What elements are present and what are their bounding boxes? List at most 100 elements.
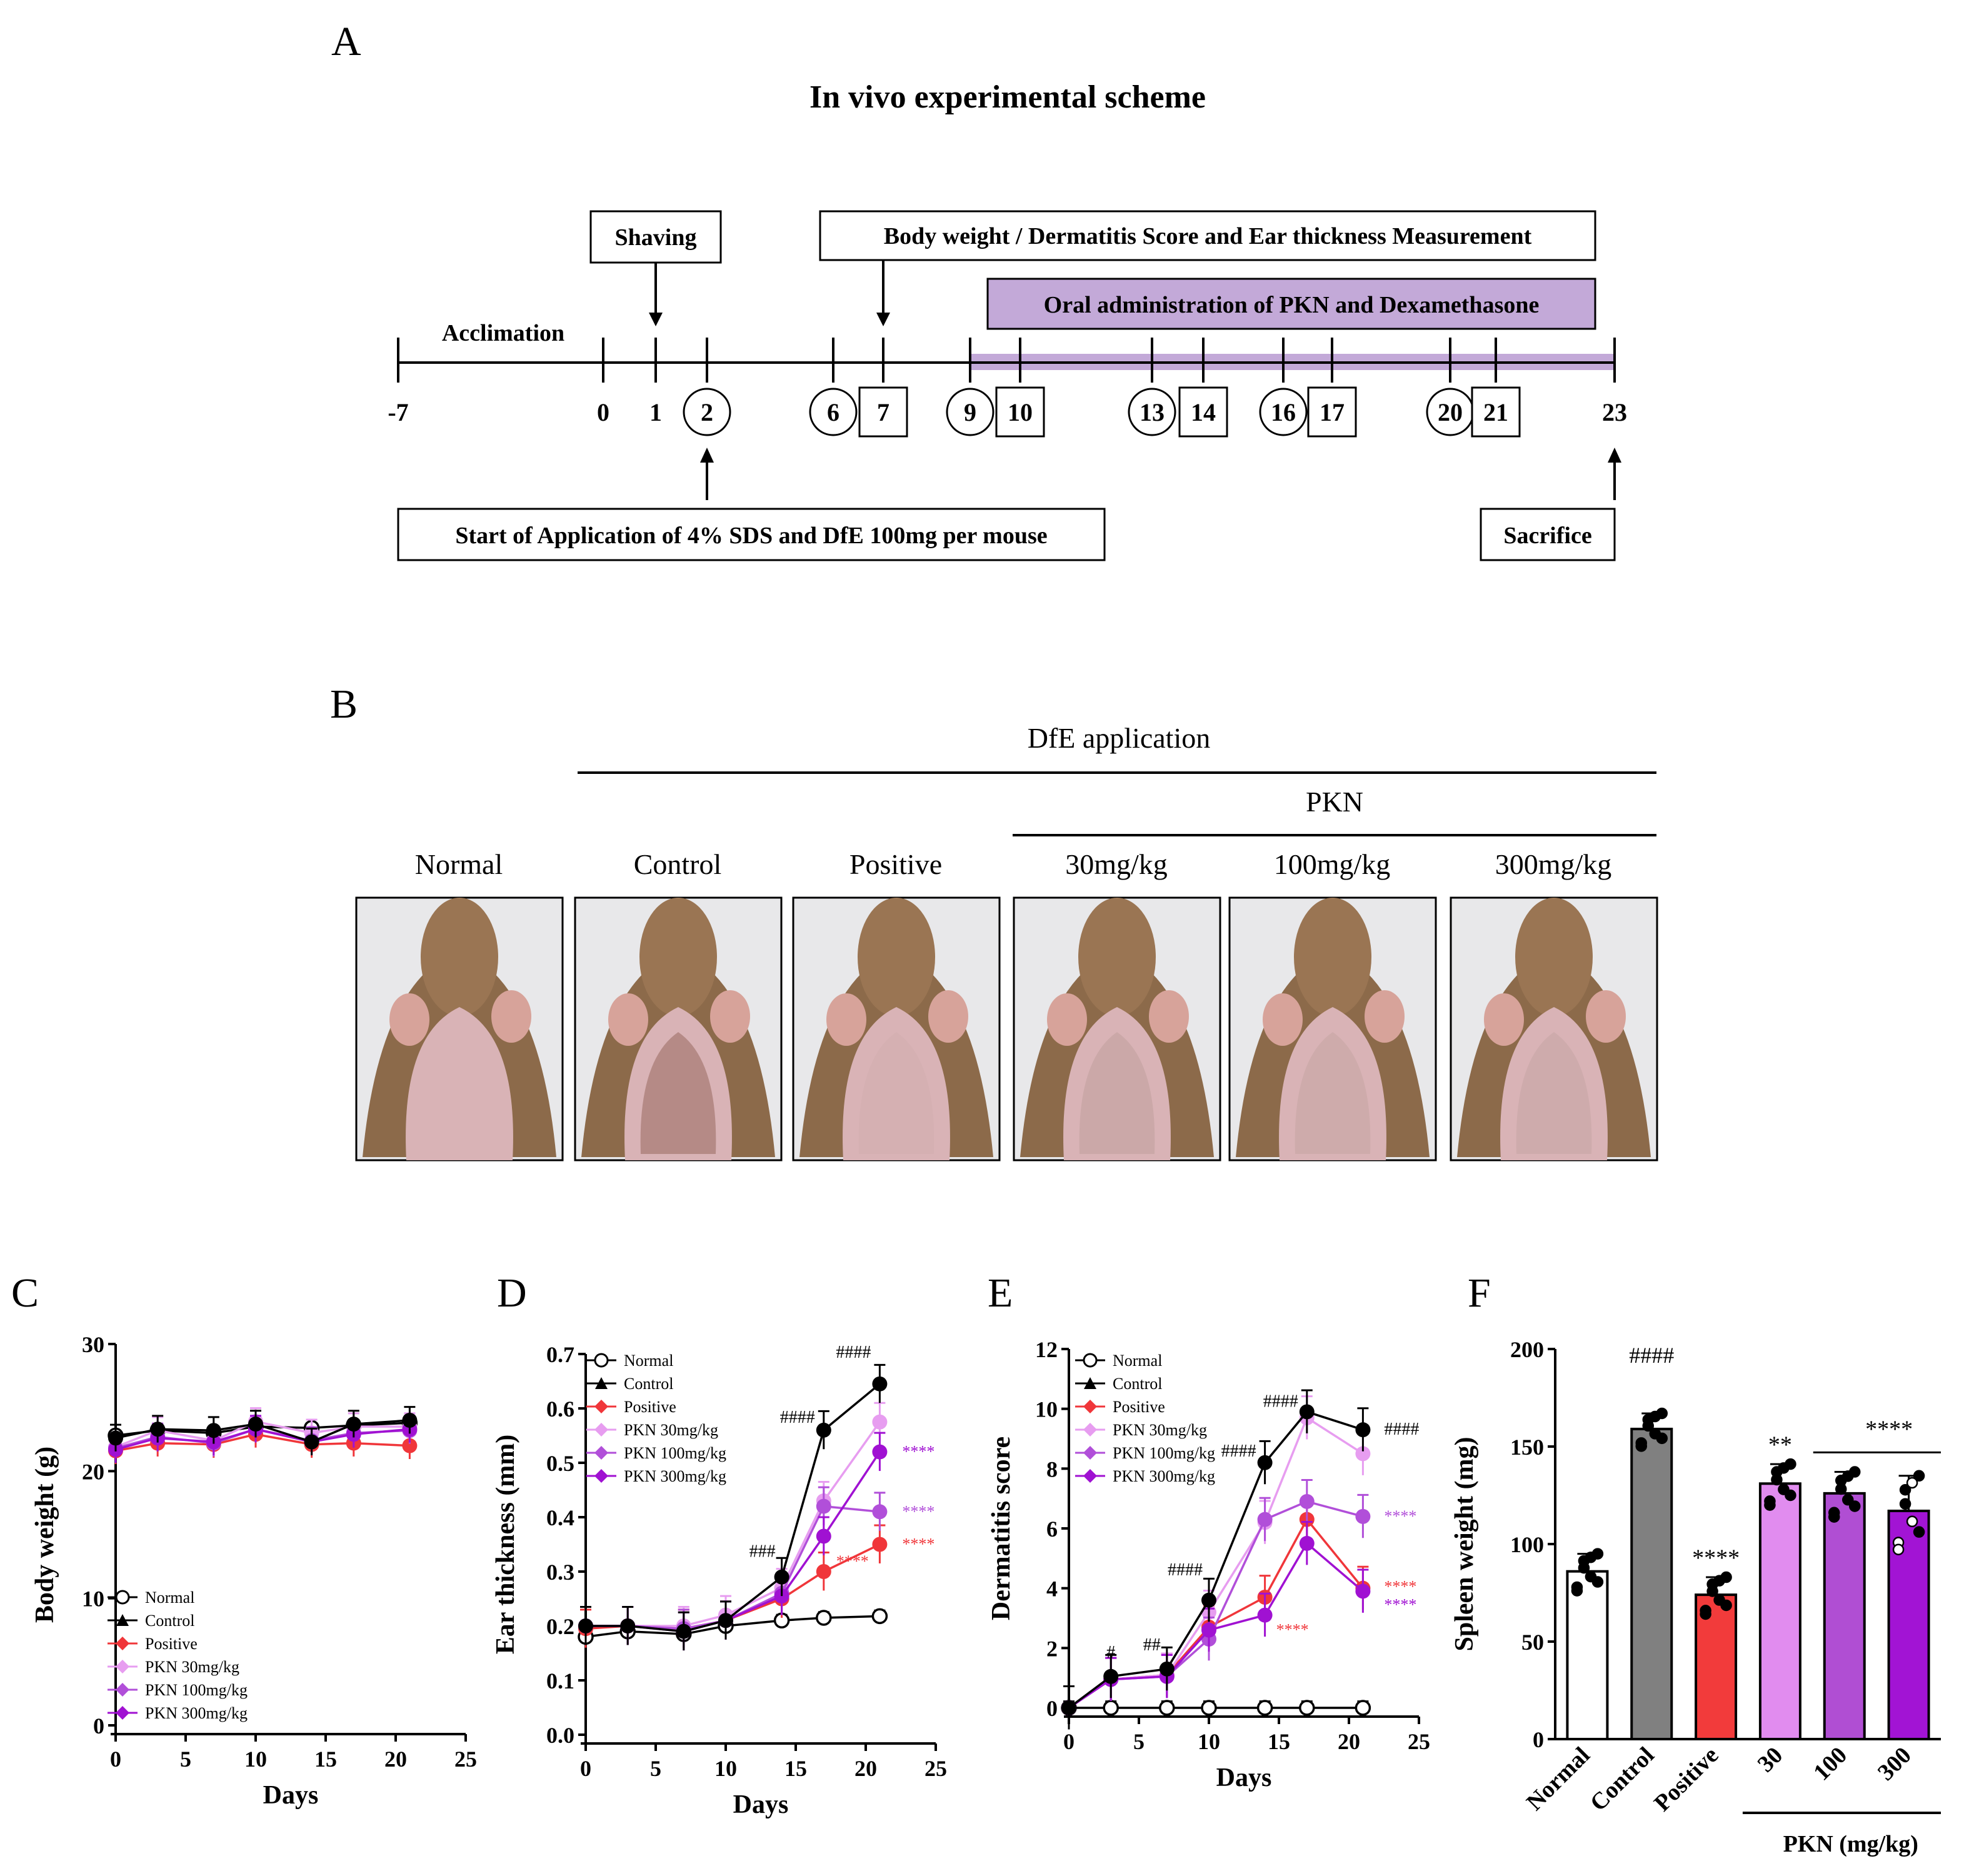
- legend-label-pkn-30mg-kg: PKN 30mg/kg: [145, 1658, 239, 1676]
- panel-d-label: D: [497, 1270, 527, 1316]
- y-axis-title: Dermatitis score: [987, 1437, 1016, 1620]
- dfe-header: DfE application: [1028, 722, 1211, 754]
- chart-legend: Normal Control Positive PKN 30mg/kg PKN 100m…: [586, 1352, 726, 1485]
- mouse-head: [1515, 898, 1593, 1016]
- pkn-header: PKN: [1306, 786, 1363, 818]
- annotation-star-day14: ****: [1276, 1621, 1309, 1639]
- legend-marker: [115, 1590, 130, 1605]
- legend-marker: [594, 1446, 608, 1460]
- data-point: [108, 1430, 123, 1446]
- timeline-day-13: 13: [1140, 398, 1165, 426]
- chart-legend: Normal Control Positive PKN 30mg/kg PKN 100m…: [108, 1588, 248, 1722]
- mouse-head: [1294, 898, 1371, 1016]
- category-label-300: 300: [1873, 1742, 1916, 1786]
- data-point: [1355, 1700, 1371, 1716]
- mouse-photo-control: [574, 896, 783, 1161]
- timeline-day-7: -7: [388, 398, 408, 426]
- day-box-14: [1178, 386, 1228, 438]
- data-point: [1257, 1512, 1273, 1527]
- data-point: [304, 1434, 319, 1450]
- individual-point: [1785, 1489, 1796, 1502]
- y-tick-label: 20: [82, 1459, 104, 1484]
- y-tick-label: 12: [1035, 1337, 1058, 1362]
- y-tick-label: 200: [1510, 1337, 1544, 1362]
- shaving-arrowhead: [649, 313, 663, 326]
- panel-e: E 0 2 4 6 8 10 12 0 5 10 15 20 25 Days Dermatitis scor…: [987, 1270, 1430, 1792]
- data-point: [150, 1422, 166, 1437]
- acclimation-label: Acclimation: [442, 320, 564, 346]
- mouse-photo-positive: [792, 896, 1001, 1161]
- individual-point: [1906, 1477, 1918, 1489]
- individual-point: [1578, 1562, 1590, 1574]
- x-tick-label: 10: [1198, 1729, 1220, 1754]
- annotation-hash-day21: ####: [1384, 1420, 1419, 1439]
- individual-point: [1706, 1585, 1718, 1597]
- day-box-17: [1307, 386, 1357, 438]
- annotation-hash-control: ####: [1629, 1343, 1674, 1368]
- individual-point: [1778, 1462, 1790, 1474]
- individual-point: [1585, 1551, 1597, 1563]
- legend-marker: [594, 1353, 609, 1368]
- panel-f: F 0 50 100 150 200 Spleen weight (mg) NormalCo…: [1450, 1270, 1941, 1857]
- annotation-star-pkn300: ****: [1384, 1595, 1416, 1613]
- timeline-day-9: 9: [964, 398, 976, 426]
- day-box-10: [995, 386, 1045, 438]
- series-pkn-30mg-kg: [578, 1402, 888, 1645]
- mouse-right-ear: [1586, 990, 1626, 1043]
- legend-label-pkn-300mg-kg: PKN 300mg/kg: [145, 1704, 248, 1722]
- individual-point: [1849, 1500, 1861, 1512]
- individual-point: [1656, 1432, 1668, 1445]
- data-point: [871, 1608, 888, 1625]
- sacrifice-box: [1480, 508, 1616, 561]
- mouse-right-ear: [928, 990, 968, 1043]
- legend-marker: [1083, 1423, 1097, 1437]
- annotation-star-positive: ****: [902, 1535, 934, 1553]
- annotation-star-pkn100: ****: [902, 1502, 934, 1520]
- y-tick-label: 0.2: [546, 1614, 574, 1639]
- x-axis-title: Days: [263, 1781, 319, 1810]
- day-circle-9: [946, 388, 995, 436]
- timeline-day-23: 23: [1602, 398, 1627, 426]
- legend-marker: [594, 1469, 608, 1483]
- day-circle-16: [1259, 388, 1308, 436]
- y-tick-label: 0.6: [546, 1397, 574, 1422]
- annotation-hash-day14: ####: [1221, 1442, 1256, 1461]
- x-tick-label: 5: [1133, 1729, 1145, 1754]
- data-point: [872, 1444, 888, 1460]
- annotation-hash-day17: ####: [1263, 1392, 1298, 1411]
- annotation-star-pkn300: ****: [902, 1443, 934, 1461]
- annotation-star-day17: ****: [836, 1552, 869, 1570]
- chart-legend: Normal Control Positive PKN 30mg/kg PKN 100m…: [1075, 1352, 1215, 1485]
- data-point: [816, 1422, 831, 1438]
- bar-100: [1823, 1492, 1866, 1740]
- x-tick-label: 5: [650, 1756, 661, 1781]
- pkn-group-label: PKN (mg/kg): [1783, 1831, 1918, 1857]
- individual-point: [1591, 1576, 1604, 1588]
- series-normal: [1061, 1700, 1371, 1716]
- annotation-hash-day17: ####: [780, 1408, 815, 1427]
- legend-label-pkn-100mg-kg: PKN 100mg/kg: [145, 1681, 248, 1699]
- timeline-day-17: 17: [1320, 398, 1345, 426]
- spleen-weight-chart: 0 50 100 150 200 Spleen weight (mg) NormalCont…: [1450, 1337, 1941, 1857]
- bar-control: [1630, 1427, 1673, 1740]
- shaving-label: Shaving: [615, 224, 697, 251]
- individual-point: [1906, 1515, 1918, 1528]
- start-arrowhead: [700, 448, 714, 463]
- data-point: [1159, 1700, 1175, 1716]
- individual-point: [1713, 1575, 1725, 1587]
- individual-point: [1649, 1410, 1661, 1423]
- data-point: [816, 1528, 831, 1544]
- legend-marker: [116, 1614, 129, 1626]
- data-point: [872, 1414, 888, 1430]
- legend-marker: [594, 1400, 608, 1413]
- category-label-normal: Normal: [1521, 1742, 1595, 1816]
- photo-label-30mg-kg: 30mg/kg: [1065, 848, 1168, 880]
- start-label: Start of Application of 4% SDS and DfE 1…: [455, 523, 1047, 549]
- mouse-skin-lesion: [858, 1032, 934, 1154]
- timeline-day-2: 2: [701, 398, 713, 426]
- y-axis-title: Spleen weight (mg): [1450, 1437, 1479, 1652]
- legend-label-pkn-300mg-kg: PKN 300mg/kg: [624, 1467, 726, 1485]
- y-tick-label: 0: [1533, 1727, 1544, 1752]
- annotation-star-positive: ****: [1384, 1578, 1416, 1596]
